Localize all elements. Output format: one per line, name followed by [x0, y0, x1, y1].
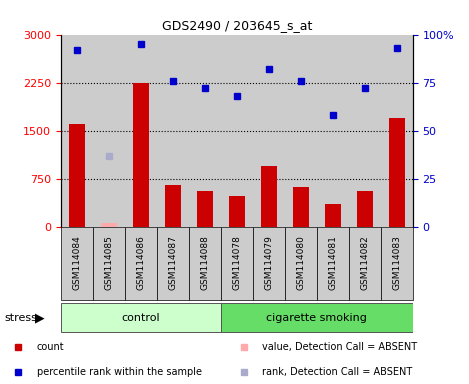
- FancyBboxPatch shape: [317, 227, 349, 300]
- Bar: [357, 191, 373, 227]
- Text: GSM114081: GSM114081: [328, 236, 337, 290]
- Bar: [229, 196, 245, 227]
- Text: count: count: [37, 341, 65, 352]
- Text: GSM114082: GSM114082: [360, 236, 369, 290]
- FancyBboxPatch shape: [61, 303, 221, 333]
- Bar: [197, 191, 213, 227]
- Text: GSM114080: GSM114080: [296, 236, 305, 290]
- Text: rank, Detection Call = ABSENT: rank, Detection Call = ABSENT: [262, 366, 412, 377]
- FancyBboxPatch shape: [285, 227, 317, 300]
- Text: GSM114084: GSM114084: [72, 236, 82, 290]
- Bar: [381, 35, 413, 227]
- Bar: [285, 35, 317, 227]
- Text: cigarette smoking: cigarette smoking: [266, 313, 367, 323]
- Bar: [389, 118, 405, 227]
- Bar: [221, 35, 253, 227]
- Bar: [317, 35, 349, 227]
- Bar: [261, 166, 277, 227]
- FancyBboxPatch shape: [253, 227, 285, 300]
- Bar: [189, 35, 221, 227]
- Text: control: control: [121, 313, 160, 323]
- Bar: [93, 35, 125, 227]
- Bar: [325, 204, 341, 227]
- FancyBboxPatch shape: [221, 227, 253, 300]
- Text: GSM114083: GSM114083: [392, 236, 401, 290]
- FancyBboxPatch shape: [381, 227, 413, 300]
- Bar: [165, 185, 181, 227]
- Title: GDS2490 / 203645_s_at: GDS2490 / 203645_s_at: [162, 19, 312, 32]
- Bar: [69, 124, 85, 227]
- FancyBboxPatch shape: [221, 303, 413, 333]
- Text: GSM114079: GSM114079: [265, 236, 273, 290]
- Bar: [349, 35, 381, 227]
- Text: GSM114078: GSM114078: [232, 236, 242, 290]
- Bar: [253, 35, 285, 227]
- FancyBboxPatch shape: [61, 227, 93, 300]
- Bar: [157, 35, 189, 227]
- FancyBboxPatch shape: [93, 227, 125, 300]
- Text: value, Detection Call = ABSENT: value, Detection Call = ABSENT: [262, 341, 417, 352]
- Bar: [61, 35, 93, 227]
- Text: GSM114087: GSM114087: [168, 236, 177, 290]
- FancyBboxPatch shape: [157, 227, 189, 300]
- Text: GSM114088: GSM114088: [200, 236, 209, 290]
- Text: GSM114086: GSM114086: [136, 236, 145, 290]
- FancyBboxPatch shape: [349, 227, 381, 300]
- Text: stress: stress: [5, 313, 38, 323]
- Text: GSM114085: GSM114085: [105, 236, 113, 290]
- Bar: [133, 83, 149, 227]
- Bar: [101, 223, 117, 227]
- Bar: [293, 187, 309, 227]
- Text: ▶: ▶: [35, 311, 45, 324]
- Text: percentile rank within the sample: percentile rank within the sample: [37, 366, 202, 377]
- FancyBboxPatch shape: [189, 227, 221, 300]
- Bar: [125, 35, 157, 227]
- FancyBboxPatch shape: [125, 227, 157, 300]
